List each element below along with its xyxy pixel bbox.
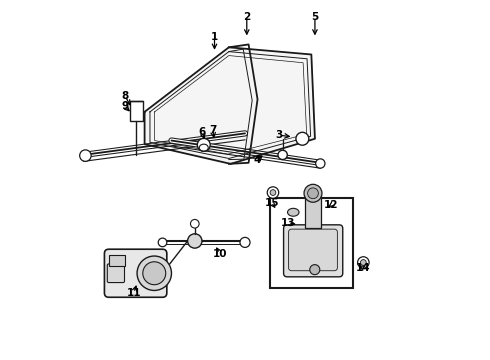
Circle shape (270, 190, 276, 195)
Text: 2: 2 (243, 12, 250, 22)
Text: 1: 1 (211, 32, 218, 41)
Text: 12: 12 (324, 200, 338, 210)
Circle shape (310, 265, 320, 275)
Circle shape (278, 150, 287, 159)
FancyBboxPatch shape (284, 225, 343, 277)
Text: 13: 13 (281, 218, 295, 228)
Circle shape (308, 188, 319, 199)
Text: 5: 5 (311, 12, 318, 22)
FancyBboxPatch shape (289, 229, 338, 271)
Text: 11: 11 (126, 288, 141, 298)
Text: 4: 4 (254, 155, 261, 165)
Circle shape (304, 184, 322, 202)
FancyBboxPatch shape (109, 255, 125, 266)
FancyBboxPatch shape (107, 264, 124, 283)
Circle shape (296, 132, 309, 145)
Bar (129, 101, 143, 121)
Text: 3: 3 (275, 130, 283, 140)
Circle shape (137, 256, 172, 291)
Text: 15: 15 (265, 198, 279, 208)
Text: 7: 7 (209, 125, 217, 135)
Circle shape (80, 150, 91, 161)
Bar (305, 196, 321, 228)
FancyBboxPatch shape (104, 249, 167, 297)
Circle shape (316, 159, 325, 168)
Text: 10: 10 (213, 248, 227, 258)
Circle shape (188, 234, 202, 248)
Polygon shape (145, 47, 315, 164)
Circle shape (143, 262, 166, 285)
Circle shape (267, 187, 279, 198)
Text: 14: 14 (356, 263, 370, 273)
Text: 9: 9 (122, 102, 128, 112)
Circle shape (191, 220, 199, 228)
Circle shape (361, 260, 366, 265)
Circle shape (158, 238, 167, 247)
Ellipse shape (288, 208, 299, 216)
Circle shape (240, 237, 250, 247)
Bar (270, 198, 353, 288)
Text: 6: 6 (198, 127, 206, 136)
Text: 8: 8 (121, 91, 128, 101)
Circle shape (197, 138, 210, 151)
Circle shape (358, 257, 369, 268)
